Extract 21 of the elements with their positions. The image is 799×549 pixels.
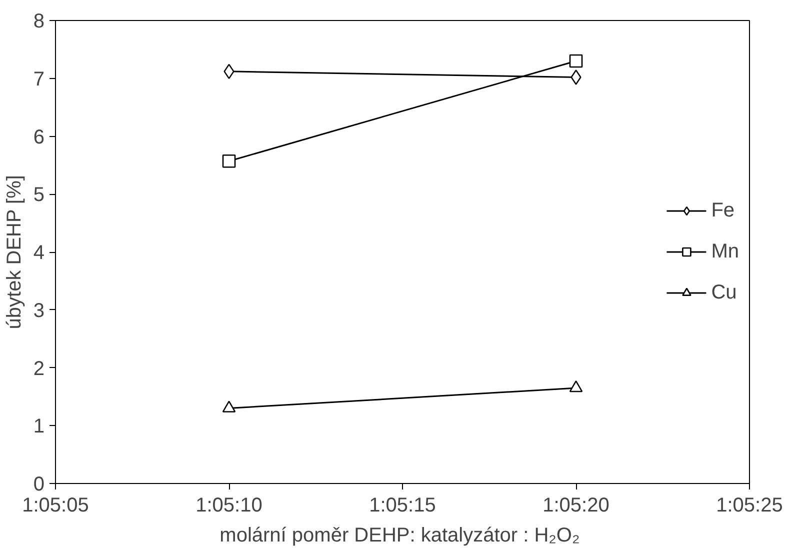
- y-tick-label: 0: [33, 474, 44, 496]
- x-tick-label: 1:05:25: [716, 494, 783, 516]
- y-tick-label: 5: [33, 184, 44, 206]
- legend-label: Mn: [711, 240, 739, 263]
- legend-label: Fe: [711, 199, 735, 222]
- x-tick-label: 1:05:10: [196, 494, 262, 516]
- x-tick-label: 1:05:20: [542, 494, 610, 516]
- y-tick-label: 2: [33, 358, 44, 380]
- y-tick-label: 4: [33, 242, 44, 264]
- x-tick-label: 1:05:05: [22, 494, 89, 516]
- y-axis-title: úbytek DEHP [%]: [3, 175, 26, 330]
- x-tick-label: 1:05:15: [369, 494, 436, 516]
- x-axis-title: molární poměr DEHP: katalyzátor : H₂O₂: [220, 524, 580, 546]
- y-tick-label: 7: [33, 68, 44, 90]
- legend-label: Cu: [711, 281, 737, 304]
- y-tick-label: 1: [33, 416, 44, 438]
- y-tick-label: 8: [33, 10, 44, 32]
- point: [222, 154, 236, 168]
- point: [569, 54, 583, 68]
- y-tick-label: 3: [33, 300, 44, 322]
- y-tick-label: 6: [33, 126, 44, 148]
